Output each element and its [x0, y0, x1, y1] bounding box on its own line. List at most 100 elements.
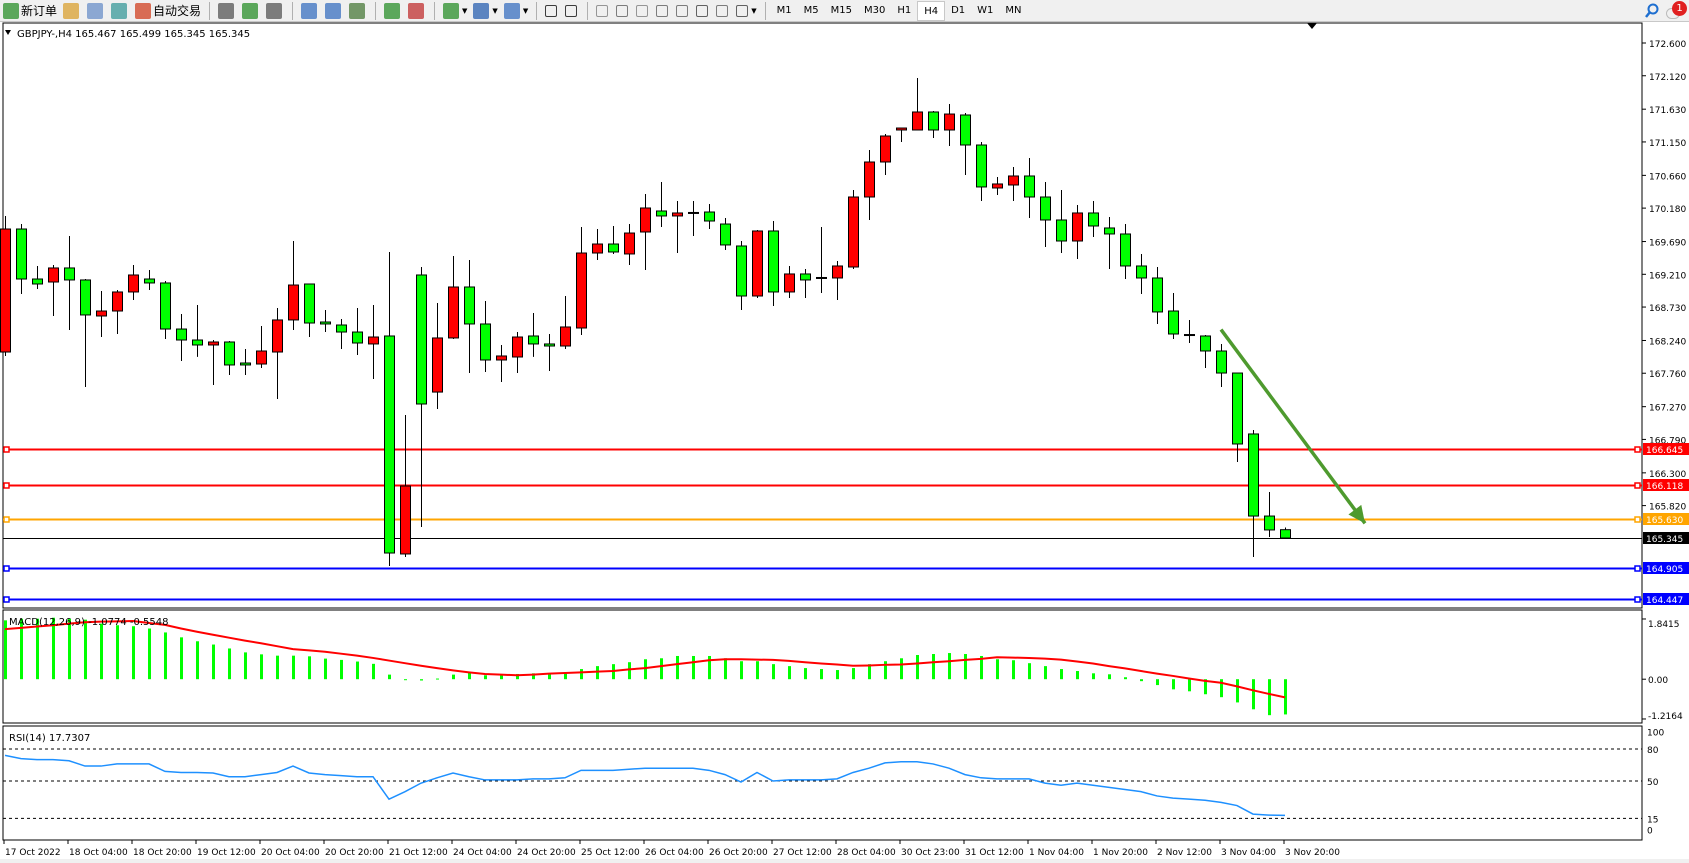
timeframe-h1[interactable]: H1 — [897, 4, 912, 16]
macd-histogram-bar — [532, 673, 535, 680]
candle — [800, 268, 811, 298]
candle — [336, 318, 347, 350]
horizontal-line-icon — [616, 4, 629, 17]
macd-axis-label: 1.8415 — [1648, 620, 1680, 630]
macd-signal-line — [4, 619, 1286, 699]
level-handle-left[interactable] — [3, 446, 10, 453]
toolbar-separator — [587, 1, 589, 20]
bar-chart-button[interactable] — [215, 1, 239, 21]
trend-arrow-line[interactable] — [1219, 328, 1367, 525]
text-label-button[interactable] — [713, 1, 733, 21]
level-handle-right[interactable] — [1634, 565, 1641, 572]
time-tick-label: 26 Oct 04:00 — [645, 848, 704, 858]
level-handle-right[interactable] — [1634, 446, 1641, 453]
chart-shift-marker-icon[interactable] — [1307, 23, 1317, 29]
notifications-button[interactable]: 1 — [1663, 0, 1689, 21]
new-order-button[interactable]: 新订单 — [0, 1, 60, 21]
candle-body — [448, 286, 459, 339]
auto-scroll-button[interactable] — [381, 1, 405, 21]
zoom-in-button[interactable] — [298, 1, 322, 21]
indicators-button[interactable]: ▼ — [440, 1, 470, 21]
macd-histogram-bar — [148, 628, 151, 680]
meta-editor-button[interactable] — [60, 1, 84, 21]
fibo-fan-button[interactable] — [673, 1, 693, 21]
price-tick-label: 171.150 — [1649, 139, 1686, 149]
level-handle-left[interactable] — [3, 565, 10, 572]
timeframe-d1[interactable]: D1 — [951, 4, 966, 16]
rsi-panel[interactable] — [2, 725, 1643, 841]
candle-body — [1072, 212, 1083, 242]
price-level-tag-label: 165.630 — [1646, 516, 1683, 526]
timeframe-m1[interactable]: M1 — [776, 4, 792, 16]
candle — [96, 290, 107, 338]
level-handle-left[interactable] — [3, 596, 10, 603]
time-tick-label: 17 Oct 2022 — [5, 848, 61, 858]
candlestick-button[interactable] — [239, 1, 263, 21]
candle — [1248, 430, 1259, 557]
timeframe-mn[interactable]: MN — [1005, 4, 1022, 16]
auto-trading-button[interactable]: 自动交易 — [132, 1, 204, 21]
timeframe-w1[interactable]: W1 — [977, 4, 994, 16]
tile-windows-button[interactable] — [346, 1, 370, 21]
arrows-button[interactable]: ▼ — [733, 1, 759, 21]
candle — [192, 305, 203, 357]
search-icon[interactable] — [1641, 1, 1663, 21]
level-handle-right[interactable] — [1634, 482, 1641, 489]
chart-window[interactable]: 172.600 172.120 171.630 171.150 170.660 170.1… — [0, 22, 1689, 859]
candle-body — [944, 113, 955, 131]
line-chart-button[interactable] — [263, 1, 287, 21]
macd-histogram-bar — [708, 655, 711, 680]
toolbar-separator — [375, 1, 377, 20]
fibonacci-button[interactable] — [653, 1, 673, 21]
candle-body — [368, 336, 379, 345]
dropdown-arrow-icon[interactable]: ▼ — [751, 6, 757, 15]
candle-body — [1088, 212, 1099, 227]
chart-canvas[interactable]: 172.600 172.120 171.630 171.150 170.660 170.1… — [0, 22, 1689, 859]
candle — [656, 181, 667, 228]
candle — [928, 111, 939, 138]
level-handle-right[interactable] — [1634, 516, 1641, 523]
dropdown-arrow-icon[interactable]: ▼ — [522, 6, 529, 15]
signals-button[interactable] — [108, 1, 132, 21]
time-tick-label: 2 Nov 12:00 — [1157, 848, 1212, 858]
periods-button[interactable]: ▼ — [470, 1, 500, 21]
candle-body — [1168, 310, 1179, 335]
dropdown-arrow-icon[interactable]: ▼ — [462, 6, 468, 15]
chart-shift-button[interactable] — [405, 1, 429, 21]
templates-button[interactable]: ▼ — [501, 1, 531, 21]
time-tick-label: 20 Oct 04:00 — [261, 848, 320, 858]
level-handle-left[interactable] — [3, 516, 10, 523]
market-watch-button[interactable] — [84, 1, 108, 21]
candle-body — [384, 335, 395, 554]
text-button[interactable] — [693, 1, 713, 21]
timeframe-m15[interactable]: M15 — [830, 4, 852, 16]
cursor-icon — [545, 4, 558, 17]
candle — [1072, 204, 1083, 260]
trendline-button[interactable] — [633, 1, 653, 21]
level-handle-right[interactable] — [1634, 596, 1641, 603]
candle — [16, 224, 27, 294]
macd-histogram-bar — [964, 654, 967, 680]
collapse-triangle-icon[interactable] — [5, 30, 11, 35]
timeframe-m30[interactable]: M30 — [863, 4, 886, 16]
candle — [1088, 201, 1099, 237]
crosshair-button[interactable] — [562, 1, 582, 21]
timeframe-m5[interactable]: M5 — [803, 4, 819, 16]
price-tick-label: 171.630 — [1649, 106, 1686, 116]
indicators-icon — [443, 2, 460, 19]
candle — [1008, 166, 1019, 202]
horizontal-line-button[interactable] — [613, 1, 633, 21]
rsi-label: RSI(14) 17.7307 — [9, 733, 90, 744]
zoom-out-button[interactable] — [322, 1, 346, 21]
vertical-line-button[interactable] — [593, 1, 613, 21]
macd-panel[interactable] — [2, 609, 1643, 724]
timeframe-h4[interactable]: H4 — [917, 0, 946, 21]
dropdown-arrow-icon[interactable]: ▼ — [492, 6, 498, 15]
price-level-tag — [1643, 532, 1689, 544]
main-chart-panel[interactable] — [2, 22, 1643, 609]
candle-body — [272, 319, 283, 353]
level-handle-left[interactable] — [3, 482, 10, 489]
candle — [864, 149, 875, 220]
macd-histogram-bar — [596, 666, 599, 680]
cursor-button[interactable] — [542, 1, 562, 21]
